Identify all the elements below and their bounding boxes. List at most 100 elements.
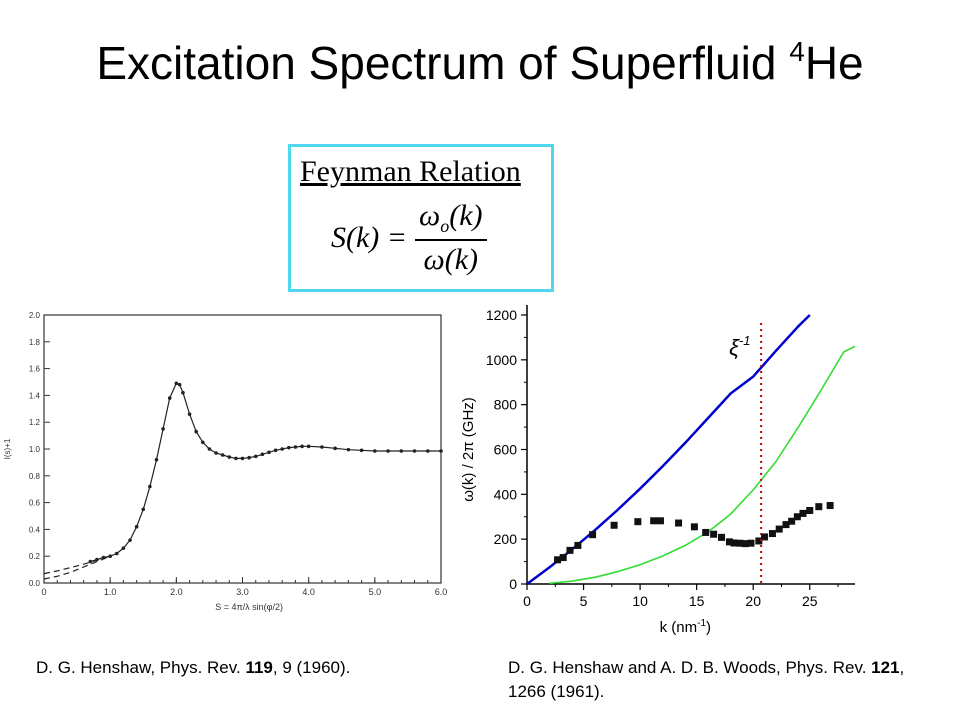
data-marker xyxy=(710,530,718,538)
data-point xyxy=(240,456,245,461)
data-point xyxy=(320,445,324,449)
x-tick-label: 5.0 xyxy=(369,587,382,597)
data-point xyxy=(194,429,198,434)
xi-annotation-sup: -1 xyxy=(739,333,751,348)
data-point xyxy=(300,444,304,449)
data-marker xyxy=(768,530,776,538)
data-marker xyxy=(741,540,749,548)
data-point xyxy=(227,455,232,459)
y-tick-label: 1200 xyxy=(486,307,517,323)
data-marker xyxy=(634,518,642,526)
data-marker xyxy=(806,506,814,514)
data-point xyxy=(373,449,377,453)
data-marker xyxy=(788,517,796,525)
data-point xyxy=(273,448,278,453)
data-point xyxy=(154,457,159,462)
data-marker xyxy=(730,539,738,547)
data-point xyxy=(88,559,93,564)
xi-annotation: ξ-1 xyxy=(729,333,750,360)
data-point xyxy=(425,449,430,453)
formula-denominator: ω(k) xyxy=(423,243,479,276)
data-marker xyxy=(650,517,658,525)
data-point xyxy=(148,484,152,489)
y-axis-label: I(s)+1 xyxy=(3,438,12,459)
x-axis-label: k (nm-1) xyxy=(660,618,711,636)
data-point xyxy=(333,446,337,451)
slide-title: Excitation Spectrum of Superfluid 4He xyxy=(0,36,960,90)
title-superscript: 4 xyxy=(789,36,805,67)
numerator-omega: ω xyxy=(419,199,441,232)
caption-right: D. G. Henshaw and A. D. B. Woods, Phys. … xyxy=(508,656,908,704)
data-point xyxy=(187,412,192,416)
y-tick-label: 800 xyxy=(494,397,518,413)
data-marker xyxy=(559,554,567,562)
data-marker xyxy=(826,502,834,510)
x-tick-label: 1.0 xyxy=(104,587,117,597)
feynman-relation-box: Feynman Relation S(k) = ωo(k) ω(k) xyxy=(288,144,554,292)
data-point xyxy=(167,396,172,400)
formula-lhs: S(k) = xyxy=(331,221,408,254)
y-tick-label: 1.2 xyxy=(29,418,41,427)
data-point xyxy=(267,450,271,455)
caption-left-post: , 9 (1960). xyxy=(272,658,351,677)
y-tick-label: 0.6 xyxy=(29,499,41,508)
y-tick-label: 0.2 xyxy=(29,552,41,561)
data-point xyxy=(141,507,146,512)
data-marker xyxy=(554,556,562,564)
y-tick-label: 1.0 xyxy=(29,445,41,454)
data-point xyxy=(114,551,119,556)
y-tick-label: 0.8 xyxy=(29,472,41,481)
x-tick-label: 10 xyxy=(632,593,648,609)
series-line-1 xyxy=(43,555,111,580)
data-point xyxy=(214,451,218,455)
x-tick-label: 6.0 xyxy=(435,587,448,597)
data-point xyxy=(359,448,364,453)
x-tick-label: 15 xyxy=(689,593,705,609)
y-tick-label: 2.0 xyxy=(29,311,41,320)
data-marker xyxy=(799,509,807,517)
y-tick-label: 0 xyxy=(509,576,517,592)
y-tick-label: 1.6 xyxy=(29,365,41,374)
y-tick-label: 0.0 xyxy=(29,579,41,588)
series-line-0 xyxy=(526,314,811,586)
data-point xyxy=(253,454,258,459)
data-point xyxy=(174,381,179,386)
data-marker xyxy=(761,533,769,541)
x-tick-label: 5 xyxy=(580,593,588,609)
caption-left-pre: D. G. Henshaw, Phys. Rev. xyxy=(36,658,246,677)
data-point xyxy=(134,524,139,529)
x-axis-label-suffix: ) xyxy=(706,619,711,636)
data-marker xyxy=(690,523,698,531)
data-marker xyxy=(702,528,710,536)
data-marker xyxy=(782,521,790,529)
caption-left: D. G. Henshaw, Phys. Rev. 119, 9 (1960). xyxy=(36,656,456,680)
data-point xyxy=(439,449,443,453)
data-point xyxy=(181,390,185,395)
plot-frame xyxy=(43,314,442,584)
data-marker xyxy=(589,531,597,539)
caption-left-volume: 119 xyxy=(245,658,273,677)
x-tick-label: 2.0 xyxy=(170,587,183,597)
data-point xyxy=(346,447,351,452)
data-point xyxy=(293,445,298,449)
data-marker xyxy=(656,517,664,525)
data-point xyxy=(234,456,238,461)
y-tick-label: 1.4 xyxy=(29,391,41,400)
x-tick-label: 4.0 xyxy=(302,587,315,597)
series-line-2 xyxy=(43,555,111,575)
data-point xyxy=(412,449,417,453)
data-point xyxy=(121,546,126,550)
title-main: Excitation Spectrum of Superfluid xyxy=(96,37,790,89)
data-point xyxy=(247,455,251,460)
data-marker xyxy=(566,546,574,554)
data-marker xyxy=(755,537,763,545)
feynman-relation-label: Feynman Relation xyxy=(300,155,521,188)
formula-fraction: ωo(k) ω(k) xyxy=(415,199,487,277)
data-point xyxy=(201,440,205,445)
data-point xyxy=(386,449,390,453)
numerator-subscript: o xyxy=(440,216,450,236)
x-tick-label: 0 xyxy=(41,587,46,597)
data-marker xyxy=(610,521,618,529)
data-point xyxy=(260,452,265,457)
caption-right-pre: D. G. Henshaw and A. D. B. Woods, Phys. … xyxy=(508,658,872,677)
